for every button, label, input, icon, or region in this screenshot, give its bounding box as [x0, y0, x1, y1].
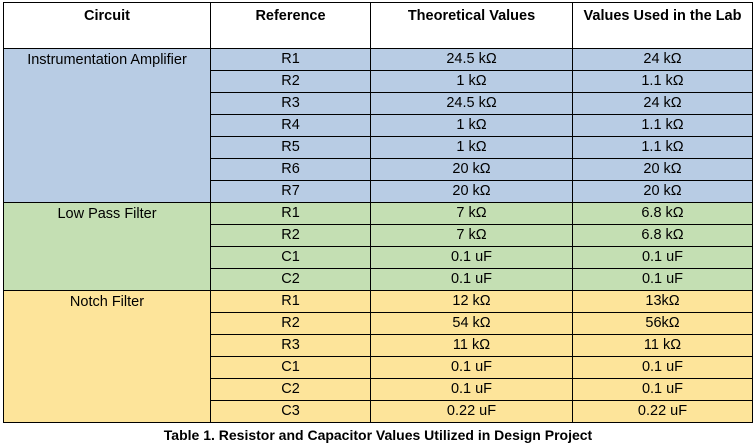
theoretical-value-cell: 0.1 uF: [370, 378, 573, 401]
table-row: R3 24.5 kΩ 24 kΩ: [4, 92, 753, 115]
theoretical-value-cell: 11 kΩ: [370, 334, 573, 357]
table-body: Instrumentation Amplifier R1 24.5 kΩ 24 kΩ R…: [3, 48, 753, 423]
lab-value-cell: 24 kΩ: [572, 48, 753, 71]
reference-cell: R6: [210, 158, 371, 181]
theoretical-value-cell: 24.5 kΩ: [370, 92, 573, 115]
reference-cell: R1: [210, 48, 371, 71]
theoretical-value-cell: 0.1 uF: [370, 268, 573, 291]
header-theoretical-values: Theoretical Values: [370, 2, 573, 49]
lab-value-cell: 11 kΩ: [572, 334, 753, 357]
table-caption: Table 1. Resistor and Capacitor Values U…: [163, 427, 593, 443]
lab-value-cell: 20 kΩ: [572, 180, 753, 203]
lab-value-cell: 56kΩ: [572, 312, 753, 335]
table-row: C2 0.1 uF 0.1 uF: [4, 378, 753, 401]
lab-value-cell: 0.22 uF: [572, 400, 753, 423]
reference-cell: C2: [210, 378, 371, 401]
table-row: R7 20 kΩ 20 kΩ: [4, 180, 753, 203]
lab-value-cell: 0.1 uF: [572, 378, 753, 401]
lab-value-cell: 24 kΩ: [572, 92, 753, 115]
header-reference: Reference: [210, 2, 371, 49]
reference-cell: R2: [210, 70, 371, 93]
theoretical-value-cell: 12 kΩ: [370, 290, 573, 313]
reference-cell: R1: [210, 202, 371, 225]
table-row: R2 54 kΩ 56kΩ: [4, 312, 753, 335]
circuit-group-name: Instrumentation Amplifier: [3, 48, 211, 203]
table-row: C2 0.1 uF 0.1 uF: [4, 268, 753, 291]
reference-cell: C1: [210, 246, 371, 269]
circuit-group-name: Low Pass Filter: [3, 202, 211, 291]
table-row: R3 11 kΩ 11 kΩ: [4, 334, 753, 357]
theoretical-value-cell: 24.5 kΩ: [370, 48, 573, 71]
theoretical-value-cell: 20 kΩ: [370, 180, 573, 203]
lab-value-cell: 1.1 kΩ: [572, 136, 753, 159]
reference-cell: R2: [210, 224, 371, 247]
table-row: Instrumentation Amplifier R1 24.5 kΩ 24 kΩ: [3, 48, 753, 203]
circuit-group-name: Notch Filter: [3, 290, 211, 423]
table-row: Notch Filter R1 12 kΩ 13kΩ: [3, 290, 753, 423]
table-row: C3 0.22 uF 0.22 uF: [4, 400, 753, 423]
theoretical-value-cell: 1 kΩ: [370, 136, 573, 159]
reference-cell: R3: [210, 334, 371, 357]
reference-cell: C2: [210, 268, 371, 291]
lab-value-cell: 0.1 uF: [572, 268, 753, 291]
reference-cell: R3: [210, 92, 371, 115]
theoretical-value-cell: 1 kΩ: [370, 114, 573, 137]
lab-value-cell: 0.1 uF: [572, 246, 753, 269]
reference-cell: R5: [210, 136, 371, 159]
theoretical-value-cell: 1 kΩ: [370, 70, 573, 93]
theoretical-value-cell: 0.1 uF: [370, 356, 573, 379]
header-lab-values: Values Used in the Lab: [572, 2, 753, 49]
reference-cell: C3: [210, 400, 371, 423]
lab-value-cell: 20 kΩ: [572, 158, 753, 181]
lab-value-cell: 6.8 kΩ: [572, 224, 753, 247]
reference-cell: C1: [210, 356, 371, 379]
table-row: R2 7 kΩ 6.8 kΩ: [4, 224, 753, 247]
lab-value-cell: 1.1 kΩ: [572, 70, 753, 93]
table-header-row: Circuit Reference Theoretical Values Val…: [3, 2, 753, 49]
theoretical-value-cell: 0.22 uF: [370, 400, 573, 423]
reference-cell: R2: [210, 312, 371, 335]
theoretical-value-cell: 7 kΩ: [370, 202, 573, 225]
table-row: R6 20 kΩ 20 kΩ: [4, 158, 753, 181]
table-row: R5 1 kΩ 1.1 kΩ: [4, 136, 753, 159]
lab-value-cell: 13kΩ: [572, 290, 753, 313]
table-row: C1 0.1 uF 0.1 uF: [4, 356, 753, 379]
lab-value-cell: 0.1 uF: [572, 356, 753, 379]
reference-cell: R1: [210, 290, 371, 313]
lab-value-cell: 6.8 kΩ: [572, 202, 753, 225]
reference-cell: R4: [210, 114, 371, 137]
theoretical-value-cell: 20 kΩ: [370, 158, 573, 181]
theoretical-value-cell: 0.1 uF: [370, 246, 573, 269]
lab-value-cell: 1.1 kΩ: [572, 114, 753, 137]
reference-cell: R7: [210, 180, 371, 203]
header-circuit: Circuit: [3, 2, 211, 49]
table-row: Low Pass Filter R1 7 kΩ 6.8 kΩ: [3, 202, 753, 291]
theoretical-value-cell: 54 kΩ: [370, 312, 573, 335]
theoretical-value-cell: 7 kΩ: [370, 224, 573, 247]
table-row: R2 1 kΩ 1.1 kΩ: [4, 70, 753, 93]
table-row: C1 0.1 uF 0.1 uF: [4, 246, 753, 269]
component-values-table: Circuit Reference Theoretical Values Val…: [3, 2, 753, 423]
